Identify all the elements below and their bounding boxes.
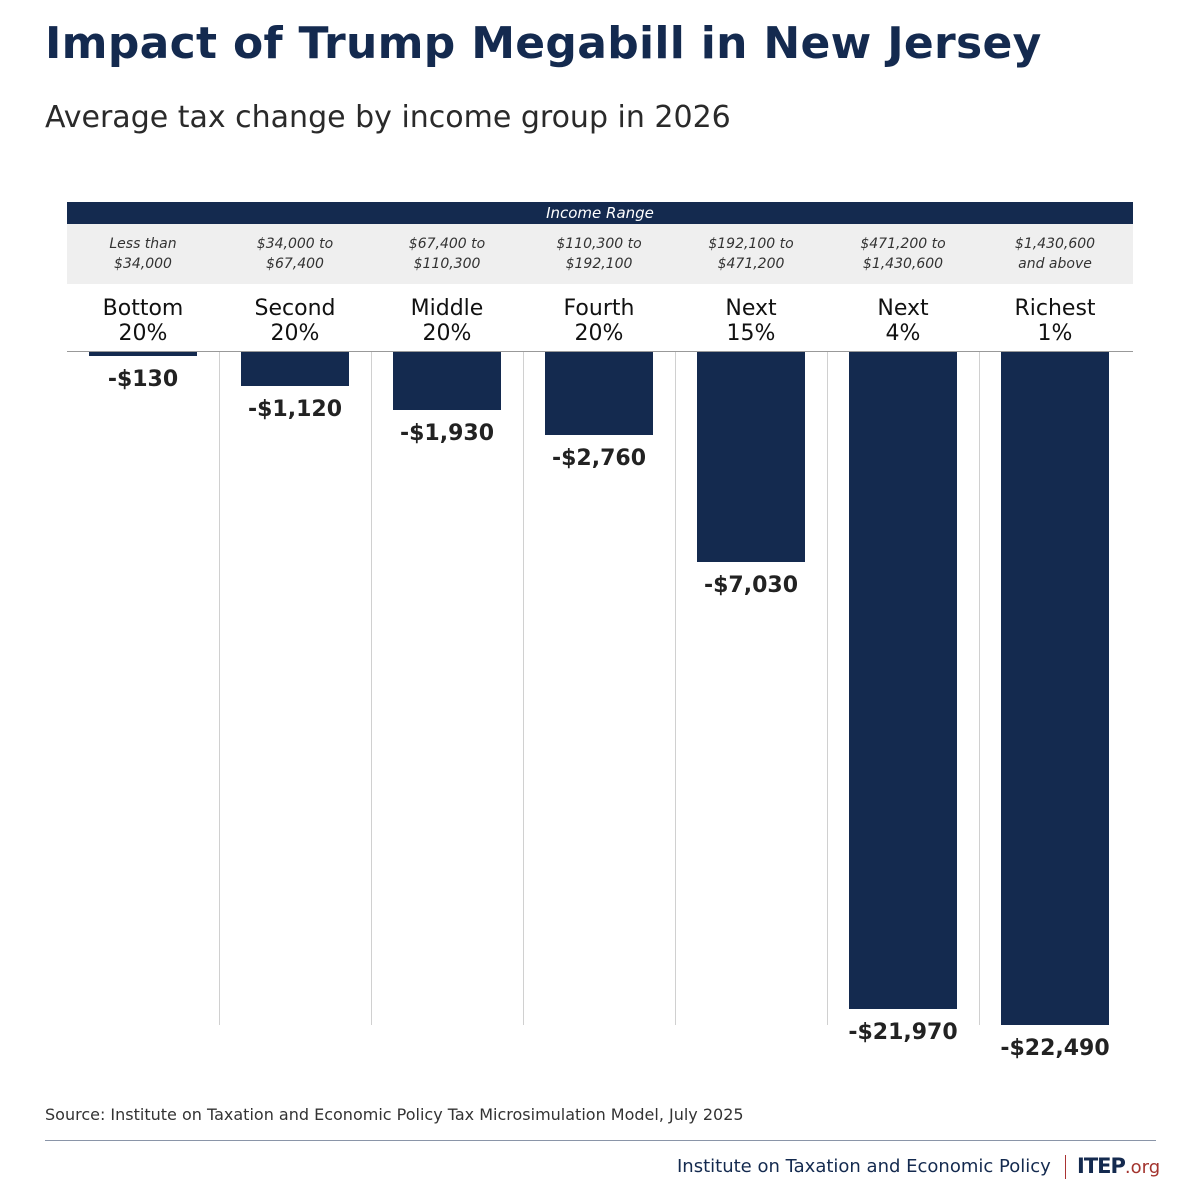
footer-separator	[1065, 1155, 1066, 1179]
group-label: Fourth 20%	[563, 296, 635, 346]
group-label: Next 15%	[725, 296, 777, 346]
itep-logo: ITEP.org	[1077, 1154, 1161, 1178]
income-range-label: $192,100 to $471,200	[708, 236, 794, 272]
value-label: -$1,120	[247, 396, 343, 422]
column-divider	[219, 352, 220, 1025]
income-range-label: $110,300 to $192,100	[556, 236, 642, 272]
income-range-label: $67,400 to $110,300	[408, 236, 486, 272]
bar	[545, 352, 653, 435]
column-divider	[979, 352, 980, 1025]
income-range-header: Income Range	[67, 202, 1133, 224]
group-label: Next 4%	[877, 296, 929, 346]
footer-divider	[45, 1140, 1156, 1141]
column-divider	[371, 352, 372, 1025]
bar	[697, 352, 805, 563]
value-label: -$1,930	[399, 420, 495, 446]
income-range-label: $34,000 to $67,400	[256, 236, 334, 272]
bar	[241, 352, 349, 386]
group-label: Bottom 20%	[102, 296, 184, 346]
group-label: Richest 1%	[1014, 296, 1096, 346]
value-label: -$7,030	[703, 573, 799, 599]
group-label: Second 20%	[254, 296, 336, 346]
bar	[1001, 352, 1109, 1025]
income-range-label: $1,430,600 and above	[1014, 236, 1096, 272]
footer-org-name: Institute on Taxation and Economic Polic…	[677, 1156, 1051, 1177]
group-label: Middle 20%	[410, 296, 484, 346]
value-label: -$21,970	[848, 1020, 958, 1046]
value-label: -$22,490	[1000, 1036, 1110, 1061]
bar	[849, 352, 957, 1010]
column-divider	[523, 352, 524, 1025]
bar	[393, 352, 501, 410]
source-note: Source: Institute on Taxation and Econom…	[45, 1105, 744, 1124]
bar	[89, 352, 197, 356]
column-divider	[827, 352, 828, 1025]
income-range-label: Less than $34,000	[109, 236, 177, 272]
value-label: -$130	[107, 366, 179, 392]
income-range-label: $471,200 to $1,430,600	[860, 236, 946, 272]
zero-baseline	[67, 351, 1133, 352]
value-label: -$2,760	[551, 445, 647, 471]
column-divider	[675, 352, 676, 1025]
income-ranges-row: Less than $34,000 $34,000 to $67,400 $67,400…	[67, 224, 1133, 284]
chart-subtitle: Average tax change by income group in 20…	[45, 100, 731, 135]
chart-title: Impact of Trump Megabill in New Jersey	[45, 18, 1042, 69]
